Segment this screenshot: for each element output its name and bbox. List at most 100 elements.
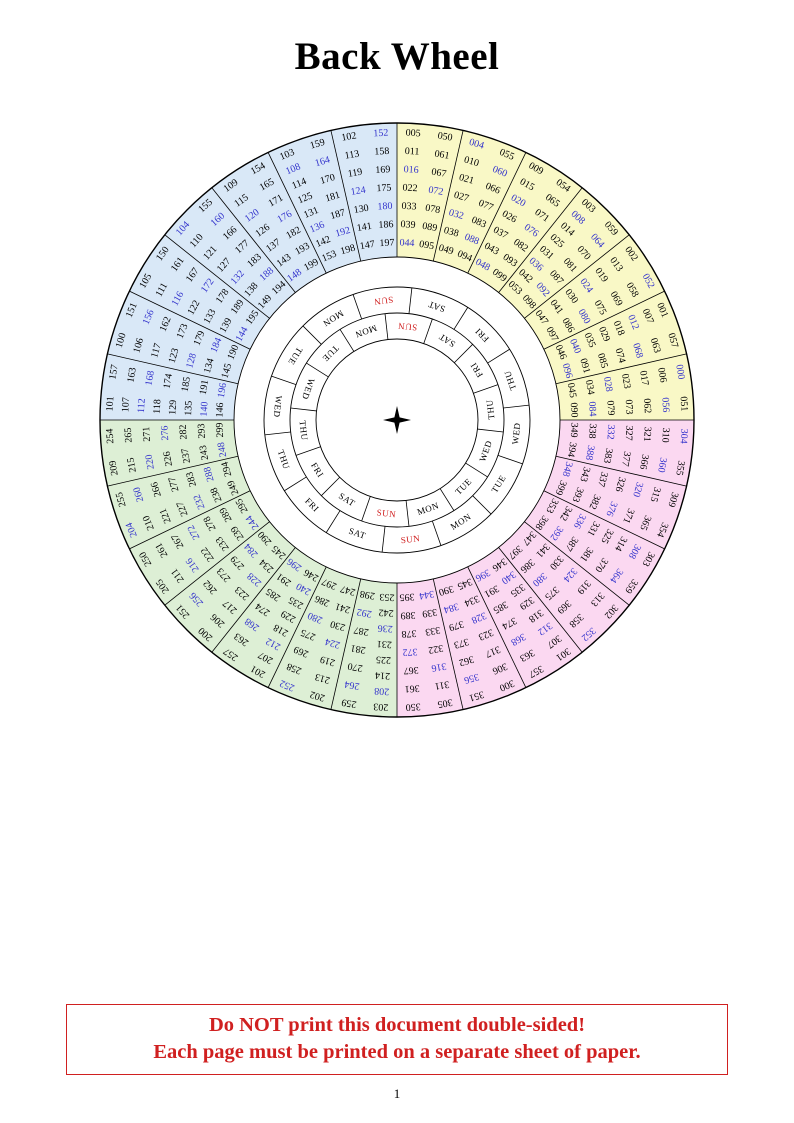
year-number: 044	[399, 237, 415, 249]
year-number: 011	[405, 146, 420, 158]
year-number: 204	[124, 521, 140, 539]
sector-divider-line	[267, 566, 327, 688]
sector-divider-line	[432, 130, 464, 262]
year-number: 333	[424, 624, 441, 637]
sector-divider-line	[555, 353, 687, 385]
year-number: 252	[278, 677, 296, 693]
year-number: 181	[324, 190, 341, 205]
sector-divider-line	[555, 455, 687, 487]
year-number: 134	[202, 357, 217, 374]
year-number: 033	[401, 201, 417, 213]
year-number: 249	[226, 479, 242, 497]
year-number: 362	[458, 653, 475, 668]
day-label-outer: TUE	[489, 473, 508, 494]
year-number: 287	[353, 624, 370, 637]
year-number: 306	[491, 660, 509, 676]
year-number: 158	[374, 146, 390, 158]
day-label-outer: SAT	[427, 299, 447, 314]
year-number: 232	[192, 493, 208, 511]
sector-divider-line	[330, 578, 362, 710]
day-cell-divider	[264, 431, 291, 436]
year-number: 007	[640, 307, 656, 325]
day-label-outer: THU	[502, 369, 518, 391]
year-number: 022	[402, 182, 418, 194]
day-label-outer: MON	[321, 308, 345, 328]
year-number: 350	[405, 701, 421, 713]
year-number: 348	[560, 460, 575, 477]
day-label-inner: MON	[354, 323, 379, 340]
year-number: 072	[427, 185, 444, 198]
year-number: 254	[105, 428, 117, 444]
year-number: 083	[470, 215, 488, 231]
year-number: 062	[641, 398, 653, 414]
year-number: 066	[484, 181, 502, 197]
year-number: 360	[655, 457, 668, 474]
day-cell-divider	[284, 476, 307, 492]
year-number: 389	[400, 609, 416, 621]
center-star-icon	[383, 406, 411, 434]
year-number: 255	[114, 491, 129, 508]
year-number: 135	[183, 400, 195, 416]
year-number: 005	[405, 128, 421, 140]
year-number: 323	[477, 626, 495, 642]
year-number: 305	[437, 696, 454, 709]
day-cell-divider	[306, 362, 329, 378]
year-number: 311	[434, 678, 450, 691]
year-number: 277	[167, 476, 182, 493]
day-cell-divider	[408, 287, 413, 314]
year-number: 129	[167, 400, 179, 416]
year-number: 351	[468, 688, 485, 703]
year-number: 282	[178, 424, 190, 440]
day-cell-divider	[497, 454, 523, 465]
year-number: 096	[560, 362, 575, 379]
year-number: 123	[167, 347, 182, 364]
year-number: 180	[377, 201, 393, 213]
year-number: 063	[648, 337, 663, 354]
day-cell-divider	[384, 313, 389, 340]
warning-line-2: Each page must be printed on a separate …	[153, 1040, 641, 1063]
year-number: 388	[583, 444, 596, 461]
year-number: 056	[659, 397, 671, 413]
year-number: 068	[630, 342, 645, 359]
year-number: 281	[350, 642, 367, 655]
year-number: 294	[220, 460, 235, 477]
year-number: 103	[278, 147, 296, 163]
year-number: 300	[498, 677, 516, 693]
year-number: 304	[678, 428, 690, 444]
day-cell-divider	[302, 325, 322, 345]
sector-divider-line	[467, 152, 527, 274]
year-number: 117	[149, 342, 164, 359]
year-number: 074	[613, 347, 628, 364]
wheel-circle	[263, 286, 531, 554]
year-number: 035	[582, 331, 598, 349]
year-number: 145	[220, 362, 235, 379]
year-number: 125	[296, 190, 314, 206]
sector-divider-line	[432, 578, 464, 710]
year-number: 168	[144, 370, 157, 387]
year-number: 361	[404, 682, 420, 694]
year-number: 247	[339, 583, 356, 598]
year-number: 275	[299, 626, 317, 642]
year-number: 242	[378, 606, 394, 618]
sector-divider-line	[467, 566, 527, 688]
year-number: 107	[120, 397, 132, 413]
sector-divider-line	[211, 547, 296, 653]
year-number: 016	[403, 164, 419, 176]
day-label-outer: SUN	[400, 533, 421, 545]
year-number: 241	[334, 600, 351, 615]
day-label-inner: FRI	[309, 461, 326, 479]
year-number: 376	[603, 500, 619, 518]
year-number: 221	[158, 507, 174, 525]
year-number: 343	[577, 465, 592, 482]
year-number: 078	[424, 203, 441, 216]
year-number: 394	[565, 441, 578, 458]
day-label-inner: MON	[416, 500, 441, 517]
year-number: 344	[418, 588, 435, 601]
day-cell-divider	[473, 384, 499, 394]
day-cell-divider	[503, 404, 530, 409]
year-number: 114	[290, 176, 308, 192]
year-number: 034	[583, 379, 596, 396]
day-label-outer: FRI	[303, 496, 321, 514]
day-label-inner: SUN	[397, 321, 418, 333]
day-label-outer: WED	[510, 422, 522, 445]
